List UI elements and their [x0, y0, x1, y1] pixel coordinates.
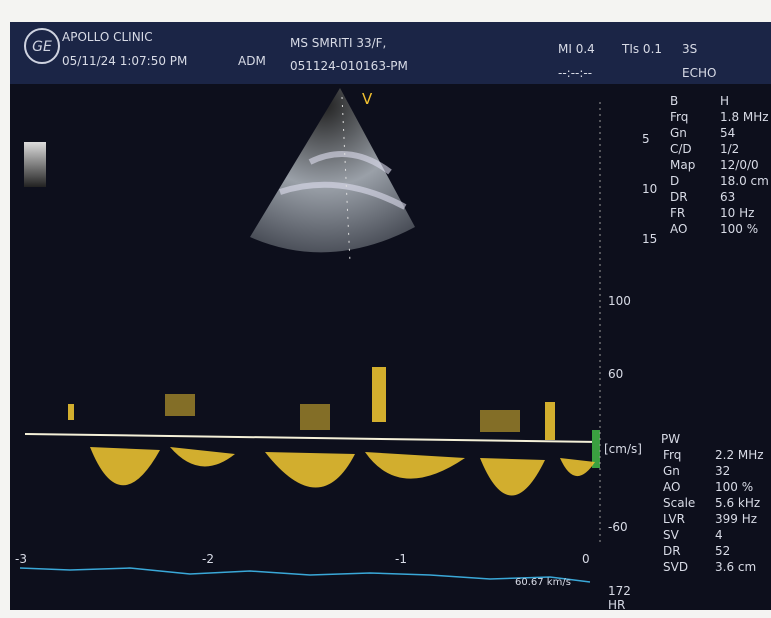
bmode-param-name: Gn: [670, 126, 687, 140]
bmode-param-value: 10 Hz: [720, 206, 754, 220]
baseline: [25, 434, 600, 442]
ecg-trace: [20, 568, 590, 582]
doppler-mode: PW: [661, 432, 680, 446]
bmode-param-name: D: [670, 174, 679, 188]
bmode-param-name: AO: [670, 222, 687, 236]
bmode-param-value: H: [720, 94, 729, 108]
time-label: -3: [15, 552, 27, 566]
heart-rate: 172: [608, 584, 631, 598]
pw-param-name: AO: [663, 480, 680, 494]
bmode-param-name: Frq: [670, 110, 688, 124]
patient-id: 051124-010163-PM: [290, 59, 408, 73]
pw-param-name: DR: [663, 544, 681, 558]
bmode-param-name: Map: [670, 158, 695, 172]
page: GE APOLLO CLINIC 05/11/24 1:07:50 PM ADM…: [0, 0, 771, 618]
image-area: GE: [10, 22, 771, 610]
pw-param-name: Gn: [663, 464, 680, 478]
time-label: 0: [582, 552, 590, 566]
scale-label: 100: [608, 294, 631, 308]
time-label: -2: [202, 552, 214, 566]
sector-marker: V: [362, 90, 372, 108]
bmode-param-name: FR: [670, 206, 685, 220]
bmode-param-value: 63: [720, 190, 735, 204]
pw-param-value: 52: [715, 544, 730, 558]
bmode-param-value: 54: [720, 126, 735, 140]
probe: 3S: [682, 42, 697, 56]
pw-param-value: 5.6 kHz: [715, 496, 760, 510]
time-placeholder: --:--:--: [558, 66, 592, 80]
bmode-param-value: 12/0/0: [720, 158, 759, 172]
bmode-param-name: B: [670, 94, 678, 108]
doppler-spectrum: [68, 367, 595, 496]
clinic: APOLLO CLINIC: [62, 30, 153, 44]
depth-label: 10: [642, 182, 657, 196]
bmode-param-value: 18.0 cm: [720, 174, 769, 188]
depth-label: 5: [642, 132, 650, 146]
logo-mark: GE: [32, 39, 52, 55]
scale-label: -60: [608, 520, 628, 534]
patient: MS SMRITI 33/F,: [290, 36, 386, 50]
operator: ADM: [238, 54, 266, 68]
bmode-param-value: 1.8 MHz: [720, 110, 769, 124]
mi: MI 0.4: [558, 42, 595, 56]
tis: TIs 0.1: [622, 42, 662, 56]
ultrasound-screen: GE APOLLO CLINIC 05/11/24 1:07:50 PM ADM…: [10, 22, 771, 610]
datetime: 05/11/24 1:07:50 PM: [62, 54, 187, 68]
gray-bar: [24, 142, 46, 187]
time-label: -1: [395, 552, 407, 566]
bmode-param-value: 1/2: [720, 142, 739, 156]
scale-label: 60: [608, 367, 623, 381]
pw-param-name: SVD: [663, 560, 688, 574]
bmode-param-name: DR: [670, 190, 688, 204]
heart-rate-unit: HR: [608, 598, 625, 610]
pw-param-value: 100 %: [715, 480, 753, 494]
pw-param-name: LVR: [663, 512, 685, 526]
ecg-speed: 60.67 km/s: [515, 577, 571, 588]
bmode-param-value: 100 %: [720, 222, 758, 236]
depth-label: 15: [642, 232, 657, 246]
pw-param-value: 4: [715, 528, 723, 542]
pw-param-value: 3.6 cm: [715, 560, 756, 574]
unit: [cm/s]: [604, 442, 642, 456]
pw-param-name: Scale: [663, 496, 695, 510]
mode: ECHO: [682, 66, 716, 80]
pw-param-value: 399 Hz: [715, 512, 757, 526]
bmode-param-name: C/D: [670, 142, 692, 156]
pw-param-value: 32: [715, 464, 730, 478]
pw-param-value: 2.2 MHz: [715, 448, 764, 462]
pw-param-name: Frq: [663, 448, 681, 462]
pw-param-name: SV: [663, 528, 679, 542]
